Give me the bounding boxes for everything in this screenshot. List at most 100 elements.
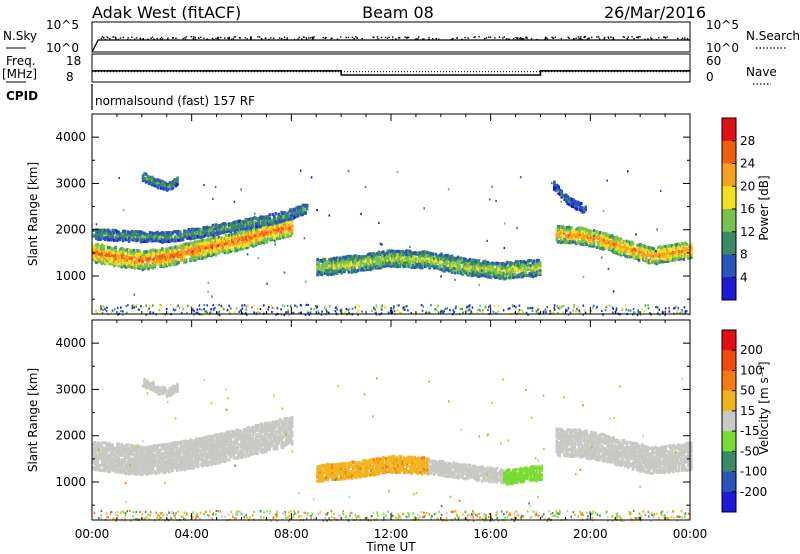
data-cell: [130, 450, 134, 454]
data-cell: [347, 270, 351, 274]
data-cell: [289, 214, 292, 218]
data-cell: [107, 449, 110, 453]
data-cell: [256, 218, 259, 222]
data-cell: [123, 236, 126, 240]
data-cell: [255, 227, 258, 231]
data-cell: [190, 460, 194, 464]
data-cell: [163, 250, 167, 254]
data-cell: [286, 227, 289, 231]
data-cell: [690, 247, 693, 251]
data-cell: [423, 257, 427, 261]
data-cell: [362, 264, 366, 268]
nsky-noise-point: [268, 38, 270, 40]
data-cell: [479, 272, 482, 276]
noise-cell: [133, 306, 136, 309]
data-cell: [154, 472, 158, 476]
data-cell: [214, 251, 218, 255]
data-cell: [117, 451, 120, 455]
data-cell: [235, 227, 239, 231]
data-cell: [183, 229, 186, 233]
data-cell: [600, 234, 603, 238]
nsky-noise-point: [526, 37, 528, 39]
noise-cell: [546, 305, 549, 309]
noise-cell: [309, 311, 312, 314]
data-cell: [428, 264, 431, 268]
data-cell: [295, 206, 298, 210]
noise-cell: [96, 312, 98, 315]
data-cell: [519, 269, 523, 273]
data-cell: [627, 248, 630, 252]
data-cell: [142, 470, 146, 474]
data-cell: [210, 254, 213, 258]
noise-cell: [371, 309, 373, 313]
data-cell: [187, 246, 191, 250]
data-cell: [130, 233, 134, 237]
data-cell: [266, 227, 270, 231]
data-cell: [628, 246, 632, 250]
data-cell: [494, 268, 497, 272]
nsky-noise-point: [416, 38, 418, 40]
data-cell: [161, 183, 164, 187]
data-cell: [186, 458, 189, 462]
noise-cell: [307, 303, 310, 307]
data-cell: [115, 260, 119, 264]
data-cell: [406, 253, 409, 257]
data-cell: [257, 222, 261, 226]
data-cell: [127, 450, 131, 454]
data-cell: [95, 443, 98, 447]
data-cell: [618, 246, 621, 250]
data-cell: [346, 266, 349, 271]
data-cell: [126, 451, 129, 455]
noise-cell: [221, 306, 224, 309]
data-cell: [219, 227, 222, 232]
data-cell: [150, 261, 153, 265]
data-cell: [159, 179, 163, 183]
data-cell: [420, 261, 424, 265]
data-cell: [255, 241, 258, 245]
data-cell: [123, 458, 126, 462]
data-cell: [449, 254, 452, 259]
data-cell: [132, 233, 135, 237]
data-cell: [153, 453, 156, 457]
data-cell: [326, 263, 330, 267]
data-cell: [170, 187, 173, 191]
data-cell: [162, 237, 165, 241]
data-cell: [108, 447, 111, 451]
noise-cell: [612, 311, 614, 314]
data-cell: [374, 255, 378, 259]
data-cell: [601, 240, 605, 245]
data-cell: [180, 244, 183, 248]
data-cell: [130, 444, 134, 448]
data-cell: [117, 460, 120, 464]
scatter-cell: [582, 275, 585, 278]
data-cell: [153, 236, 156, 240]
data-cell: [220, 236, 224, 240]
data-cell: [105, 232, 109, 236]
data-cell: [619, 241, 623, 245]
noise-cell: [530, 307, 532, 310]
nsky-noise-point: [182, 37, 184, 40]
scatter-cell: [635, 233, 637, 236]
data-cell: [216, 240, 219, 244]
data-cell: [639, 247, 642, 252]
data-cell: [95, 243, 98, 247]
data-cell: [533, 272, 536, 276]
data-cell: [281, 211, 285, 216]
data-cell: [397, 257, 400, 261]
data-cell: [628, 251, 632, 255]
data-cell: [453, 266, 457, 270]
noise-cell: [518, 304, 521, 307]
nsky-noise-point: [432, 38, 434, 40]
nsky-noise-point: [450, 38, 452, 41]
nsky-noise-point: [220, 36, 222, 39]
data-cell: [147, 466, 150, 470]
data-cell: [260, 230, 264, 234]
data-cell: [462, 264, 466, 268]
noise-cell: [577, 305, 580, 308]
data-cell: [571, 227, 575, 231]
data-cell: [367, 259, 370, 264]
data-cell: [263, 217, 267, 221]
data-cell: [657, 249, 660, 253]
data-cell: [568, 236, 572, 240]
data-cell: [449, 257, 452, 261]
